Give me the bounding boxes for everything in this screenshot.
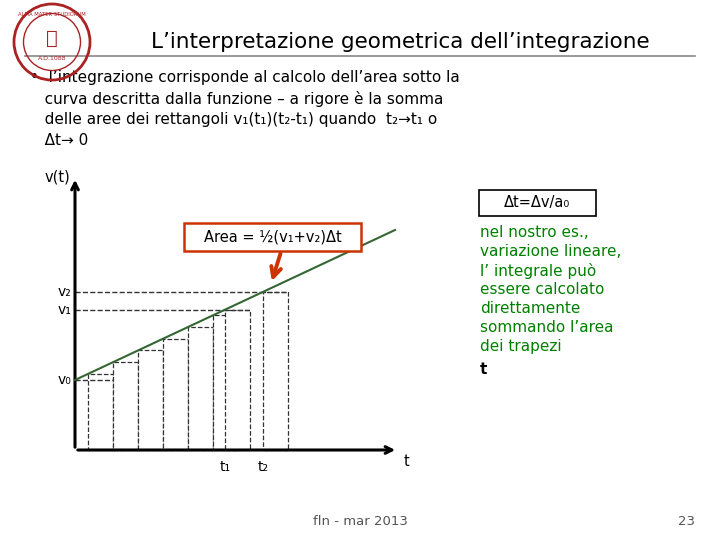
- Text: t: t: [480, 362, 487, 377]
- Text: v(t): v(t): [44, 170, 70, 185]
- Text: ⛪: ⛪: [46, 29, 58, 48]
- Bar: [113, 362, 138, 450]
- Text: nel nostro es.,: nel nostro es.,: [480, 225, 589, 240]
- Bar: [163, 339, 188, 450]
- Text: 23: 23: [678, 515, 695, 528]
- Text: t₂: t₂: [258, 460, 269, 474]
- Text: Δt→ 0: Δt→ 0: [30, 133, 89, 148]
- Text: v₂: v₂: [58, 285, 71, 299]
- Text: t: t: [404, 454, 410, 469]
- Text: sommando l’area: sommando l’area: [480, 320, 613, 335]
- Text: curva descritta dalla funzione – a rigore è la somma: curva descritta dalla funzione – a rigor…: [30, 91, 444, 107]
- Text: A.D.1088: A.D.1088: [37, 56, 66, 60]
- Bar: [88, 374, 113, 450]
- Text: v₁: v₁: [57, 303, 71, 316]
- FancyBboxPatch shape: [479, 190, 596, 216]
- FancyBboxPatch shape: [184, 223, 361, 251]
- Bar: [225, 309, 250, 450]
- Text: delle aree dei rettangoli v₁(t₁)(t₂-t₁) quando  t₂→t₁ o: delle aree dei rettangoli v₁(t₁)(t₂-t₁) …: [30, 112, 437, 127]
- Text: v₀: v₀: [58, 373, 71, 387]
- Bar: [188, 327, 213, 450]
- Text: variazione lineare,: variazione lineare,: [480, 244, 621, 259]
- Text: essere calcolato: essere calcolato: [480, 282, 604, 297]
- Text: Δt=Δv/a₀: Δt=Δv/a₀: [505, 195, 571, 211]
- Text: l’ integrale può: l’ integrale può: [480, 263, 596, 279]
- Text: t₁: t₁: [220, 460, 230, 474]
- Bar: [263, 292, 288, 450]
- Text: direttamente: direttamente: [480, 301, 580, 316]
- Text: fln - mar 2013: fln - mar 2013: [312, 515, 408, 528]
- Text: dei trapezi: dei trapezi: [480, 339, 562, 354]
- Bar: [138, 350, 163, 450]
- Text: •  l’integrazione corrisponde al calcolo dell’area sotto la: • l’integrazione corrisponde al calcolo …: [30, 70, 460, 85]
- Text: Area = ½(v₁+v₂)Δt: Area = ½(v₁+v₂)Δt: [204, 230, 341, 245]
- Text: L’interpretazione geometrica dell’integrazione: L’interpretazione geometrica dell’integr…: [150, 32, 649, 52]
- Text: ALMA MATER STUDIORUM: ALMA MATER STUDIORUM: [18, 12, 86, 17]
- Bar: [213, 315, 238, 450]
